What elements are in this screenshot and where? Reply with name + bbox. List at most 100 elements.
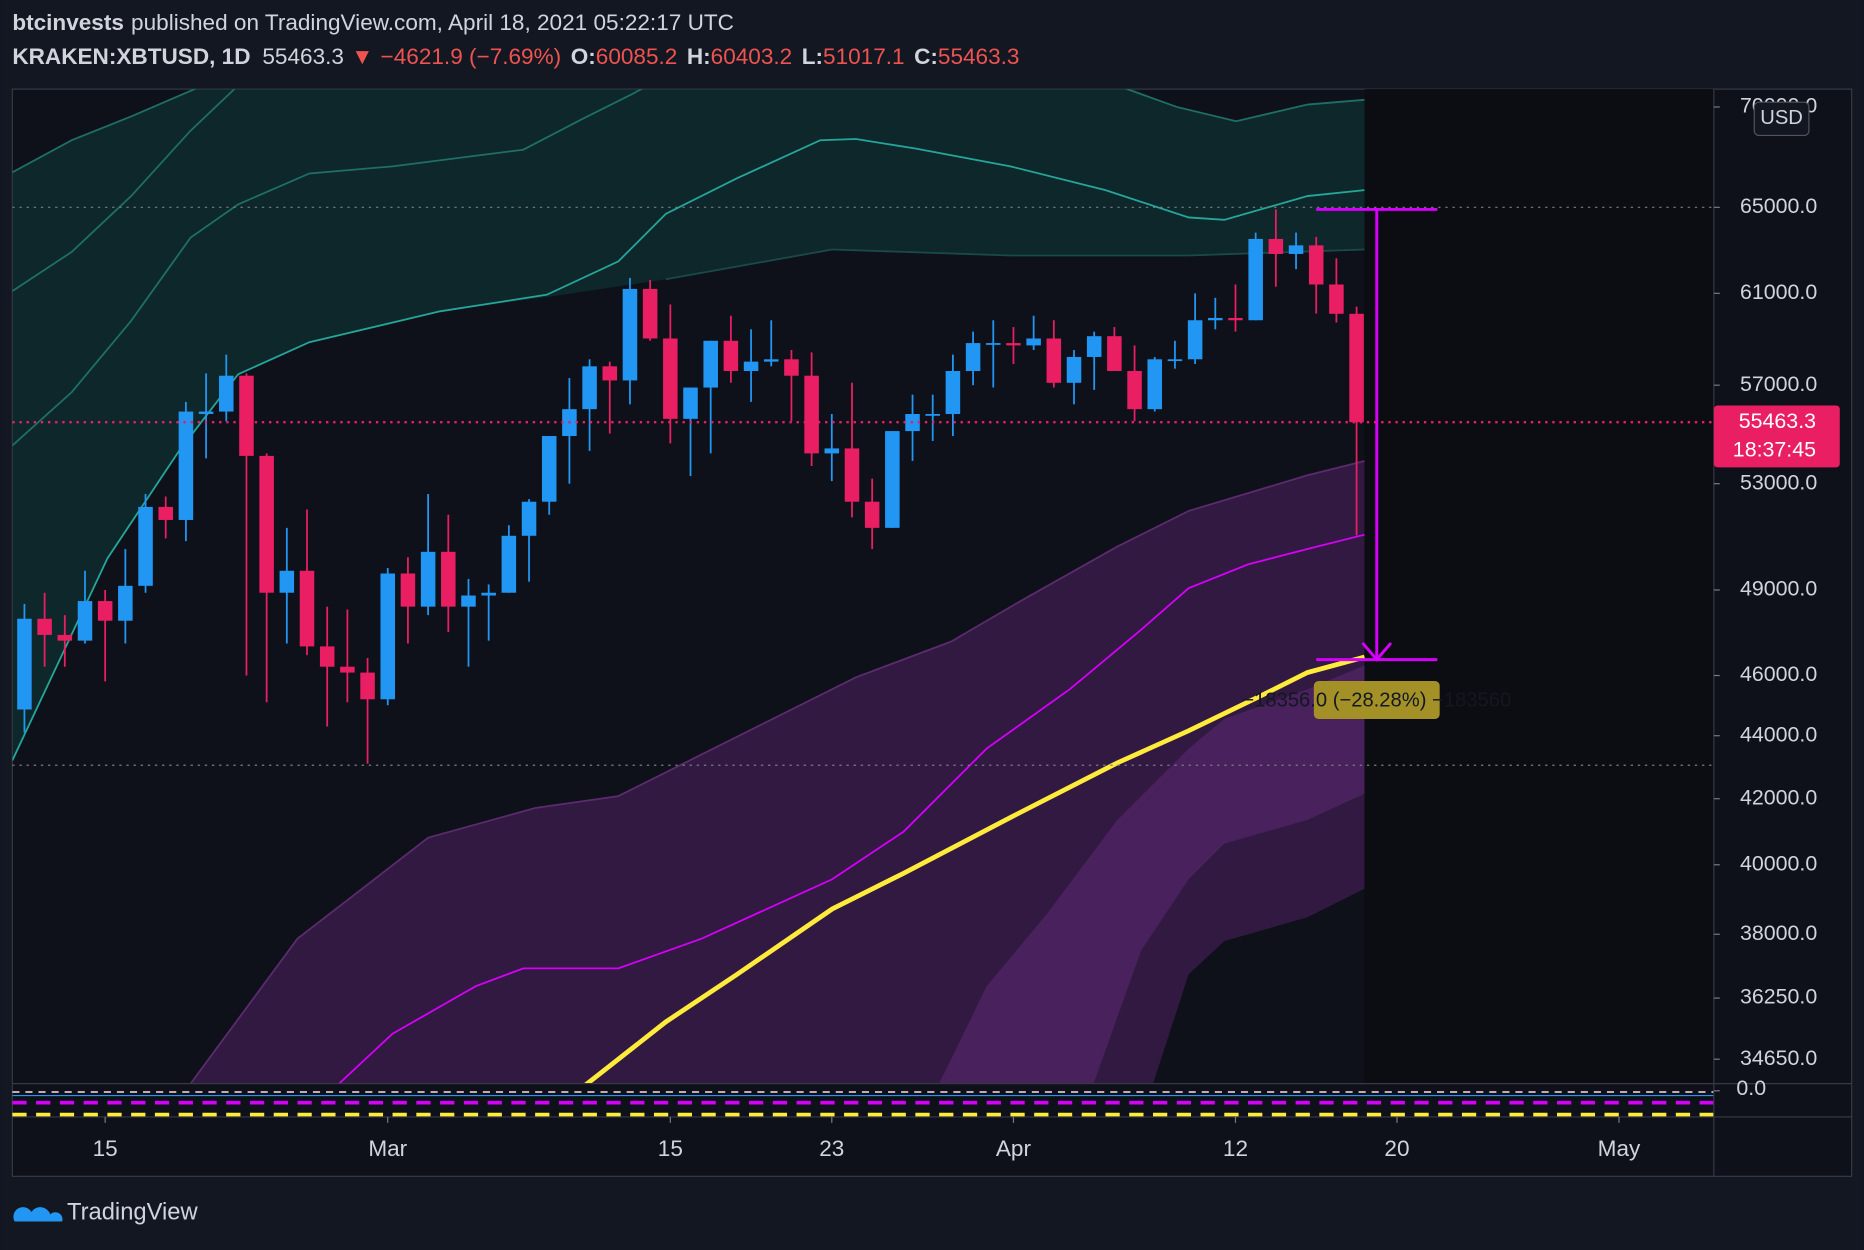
inner-band-fill	[939, 665, 1365, 1084]
candle-body	[1167, 359, 1183, 362]
band-line	[665, 248, 1365, 281]
candle-body	[1288, 245, 1304, 254]
change-arrow: ▼	[351, 44, 373, 69]
band-line	[189, 460, 1365, 1084]
candle-body	[784, 359, 799, 376]
candle-body	[481, 592, 496, 596]
x-tick-label: Mar	[368, 1136, 407, 1161]
candle-body	[1006, 343, 1021, 346]
candle-body	[97, 601, 113, 621]
candle-body	[360, 672, 375, 700]
measure-label-box	[1313, 680, 1440, 720]
candle-body	[299, 570, 315, 647]
measure-arrowhead	[1361, 641, 1393, 662]
candle-body	[1268, 238, 1284, 254]
y-tick-label: 44000.0	[1740, 722, 1817, 746]
ticker-line: KRAKEN:XBTUSD, 1D 55463.3 ▼ −4621.9 (−7.69%…	[12, 44, 1019, 69]
y-tick-label: 40000.0	[1740, 851, 1817, 875]
band-line	[1124, 89, 1365, 123]
candle-body	[1248, 238, 1263, 321]
future-area	[1364, 89, 1714, 1084]
candle-body	[380, 573, 396, 700]
candle-body	[1107, 336, 1122, 372]
indicator-tick-label: 0.0	[1736, 1076, 1766, 1100]
candle-body	[1046, 338, 1062, 383]
last-price-badge	[1713, 405, 1840, 468]
candle-body	[138, 506, 153, 586]
moving-average	[583, 654, 1366, 1084]
x-tick-label: May	[1598, 1136, 1641, 1161]
published: published on TradingView.com, April 18, …	[131, 10, 734, 35]
candle-body	[864, 501, 880, 528]
candle-body	[118, 585, 133, 621]
measure-label: −18356.0 (−28.28%) −183560	[1242, 690, 1511, 712]
open-label: O:	[571, 44, 596, 69]
candle-body	[340, 666, 355, 673]
candle-body	[642, 288, 658, 339]
candle-body	[198, 411, 214, 414]
candle-body	[986, 343, 1001, 345]
y-tick-label: 61000.0	[1740, 280, 1817, 304]
y-tick-label: 49000.0	[1740, 577, 1817, 601]
candle-body	[763, 359, 779, 362]
candle-body	[1329, 284, 1344, 314]
candle-body	[844, 448, 860, 502]
candle-body	[1308, 245, 1324, 285]
last-price-label: 55463.3	[1739, 409, 1816, 433]
x-tick-label: 12	[1223, 1136, 1248, 1161]
symbol: KRAKEN:XBTUSD, 1D	[12, 44, 250, 69]
candle-body	[400, 573, 416, 607]
y-tick-label: 65000.0	[1740, 194, 1817, 218]
indicators	[12, 89, 1366, 1084]
candle-body	[17, 618, 32, 710]
brand: TradingView	[67, 1198, 199, 1225]
y-tick-label: 34650.0	[1740, 1046, 1817, 1070]
candle-body	[1086, 336, 1102, 357]
y-tick-label: 46000.0	[1740, 662, 1817, 686]
candle-body	[77, 601, 93, 641]
candle-body	[1349, 313, 1364, 423]
candle-body	[420, 551, 436, 607]
candle-body	[1228, 317, 1243, 321]
logo-icon	[13, 1207, 63, 1222]
candle-body	[622, 288, 638, 381]
candle-body	[178, 411, 194, 520]
close-value: 55463.3	[938, 44, 1020, 69]
candle-body	[723, 340, 739, 372]
candle-body	[259, 455, 274, 593]
candle-body	[824, 448, 840, 454]
candle-body	[925, 413, 940, 416]
countdown: 18:37:45	[1733, 437, 1816, 461]
candle-body	[1127, 371, 1142, 410]
change: −4621.9 (−7.69%)	[381, 44, 562, 69]
last-price: 55463.3	[262, 44, 344, 69]
candle-body	[57, 634, 73, 641]
candle-body	[1208, 317, 1223, 321]
x-tick-label: 20	[1384, 1136, 1409, 1161]
candle-body	[885, 431, 900, 528]
candle-body	[965, 343, 981, 372]
candle-body	[441, 551, 456, 607]
currency-badge	[1753, 101, 1810, 137]
candle-body	[1187, 320, 1203, 360]
candle-body	[319, 646, 335, 667]
candle-body	[1026, 338, 1041, 346]
candle-body	[158, 506, 173, 520]
y-tick-label: 42000.0	[1740, 785, 1817, 809]
candle-body	[501, 535, 517, 593]
high-label: H:	[687, 44, 711, 69]
candle-body	[945, 371, 961, 414]
low-label: L:	[802, 44, 823, 69]
candle-body	[541, 436, 557, 502]
x-tick-label: Apr	[996, 1136, 1032, 1161]
candle-body	[219, 375, 234, 412]
open-value: 60085.2	[596, 44, 678, 69]
plot	[12, 206, 1714, 766]
candle-body	[743, 361, 759, 372]
band-line	[338, 533, 1365, 1084]
candle-body	[683, 387, 698, 419]
candle-body	[37, 618, 52, 635]
candle-body	[1147, 359, 1163, 410]
